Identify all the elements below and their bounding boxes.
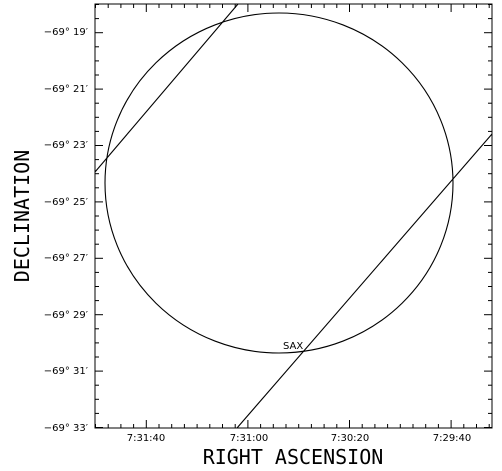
strip-boundary-line-upper: [94, 3, 239, 173]
strip-boundary-line-lower: [236, 133, 493, 429]
x-axis-title: RIGHT ASCENSION: [203, 445, 384, 469]
y-tick-label: −69° 29′: [44, 310, 89, 321]
x-tick-label: 7:29:40: [433, 433, 472, 444]
x-axis-ticks: 7:31:40 7:31:00 7:30:20 7:29:40: [95, 4, 490, 444]
x-tick-label: 7:31:40: [127, 433, 166, 444]
y-tick-label: −69° 25′: [44, 197, 89, 208]
x-tick-label: 7:31:00: [230, 433, 269, 444]
y-tick-label: −69° 33′: [44, 423, 89, 434]
plot-frame: [94, 3, 493, 429]
y-tick-label: −69° 31′: [44, 366, 89, 377]
y-tick-label: −69° 27′: [44, 253, 89, 264]
y-tick-label: −69° 21′: [44, 84, 89, 95]
y-axis-title: DECLINATION: [10, 150, 34, 282]
sax-label: SAX: [283, 341, 303, 352]
y-tick-label: −69° 19′: [44, 27, 89, 38]
y-tick-label: −69° 23′: [44, 140, 89, 151]
sax-field-circle: [104, 12, 454, 354]
y-axis-ticks: −69° 19′ −69° 21′ −69° 23′ −69° 25′ −69° 27′…: [44, 4, 492, 434]
x-tick-label: 7:30:20: [331, 433, 370, 444]
